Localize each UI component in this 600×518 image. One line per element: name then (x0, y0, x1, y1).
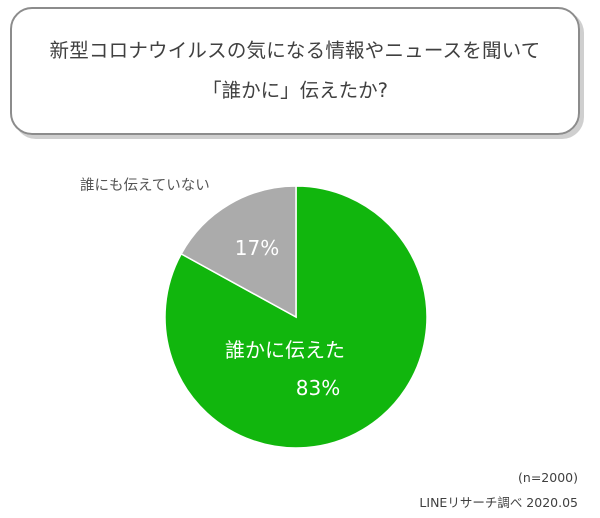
title-box: 新型コロナウイルスの気になる情報やニュースを聞いて 「誰かに」伝えたか? (10, 7, 580, 135)
slice-label-1: 誰にも伝えていない (80, 177, 210, 194)
pie-slice-1 (180, 185, 297, 319)
chart-title-line-1: 新型コロナウイルスの気になる情報やニュースを聞いて (49, 39, 541, 62)
slice-value-0: 83% (296, 376, 340, 400)
sample-size-note: (n=2000) (518, 470, 578, 485)
slice-value-1: 17% (235, 236, 279, 260)
pie-slice-0 (164, 185, 428, 449)
chart-title-line-2: 「誰かに」伝えたか? (202, 79, 388, 102)
slice-label-0: 誰かに伝えた (225, 338, 345, 362)
source-note: LINEリサーチ調べ 2020.05 (419, 495, 578, 510)
